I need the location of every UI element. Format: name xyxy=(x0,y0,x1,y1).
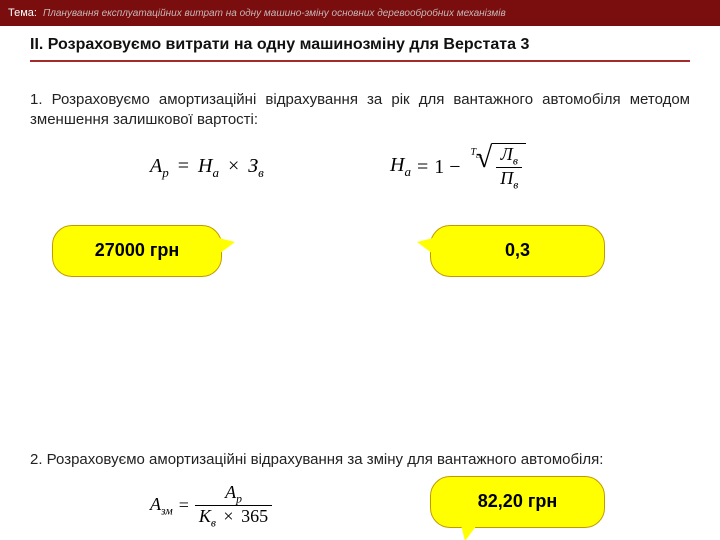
callout-tail-icon xyxy=(461,525,477,540)
f2-lhs: На xyxy=(390,154,411,180)
radical-icon: √ xyxy=(476,143,492,173)
f1-mul: × xyxy=(228,155,239,177)
f3-eq: = xyxy=(179,495,189,516)
f2-num: Лв xyxy=(497,144,522,168)
paragraph-2: 2. Розраховуємо амортизаційні відрахуван… xyxy=(30,450,690,470)
callout-tail-icon xyxy=(417,238,433,254)
callout-27000: 27000 грн xyxy=(52,225,222,277)
formula-row-1: Ар = На × Зв На = 1 − Тсл √ Лв Пв xyxy=(30,155,690,305)
topic-text: Планування експлуатаційних витрат на одн… xyxy=(43,8,506,19)
f2-root-body: Лв Пв xyxy=(492,143,526,192)
formula-row-2: Азм = Ар Кв × 365 82,20 грн xyxy=(30,482,690,540)
content-area: II. Розраховуємо витрати на одну машиноз… xyxy=(0,26,720,540)
callout-tail-icon xyxy=(219,238,235,254)
formula-na: На = 1 − Тсл √ Лв Пв xyxy=(390,143,526,192)
callout-27000-text: 27000 грн xyxy=(95,240,179,261)
callout-8220: 82,20 грн xyxy=(430,476,605,528)
paragraph-1: 1. Розраховуємо амортизаційні відрахуван… xyxy=(30,90,690,131)
callout-03-text: 0,3 xyxy=(505,240,530,261)
f2-root: Тсл √ Лв Пв xyxy=(465,143,527,192)
callout-8220-text: 82,20 грн xyxy=(478,491,557,512)
f2-eq: = xyxy=(417,156,428,179)
formula-azm: Азм = Ар Кв × 365 xyxy=(150,482,272,530)
top-bar: Тема: Планування експлуатаційних витрат … xyxy=(0,0,720,26)
tema-label: Тема: xyxy=(8,7,37,19)
callout-03: 0,3 xyxy=(430,225,605,277)
f1-t2: Зв xyxy=(248,155,264,177)
f1-lhs: Ар xyxy=(150,155,169,177)
f1-eq: = xyxy=(178,155,189,177)
f3-lhs: Азм xyxy=(150,494,173,518)
section-heading: II. Розраховуємо витрати на одну машиноз… xyxy=(30,36,690,54)
f3-num: Ар xyxy=(221,482,246,506)
heading-rule xyxy=(30,60,690,62)
f2-den: Пв xyxy=(496,167,522,192)
f3-frac: Ар Кв × 365 xyxy=(195,482,272,530)
f1-t1: На xyxy=(198,155,219,177)
f2-one-minus: 1 − xyxy=(434,156,460,179)
f3-den: Кв × 365 xyxy=(195,505,272,530)
formula-ap: Ар = На × Зв xyxy=(150,155,264,181)
f2-frac: Лв Пв xyxy=(496,144,522,192)
